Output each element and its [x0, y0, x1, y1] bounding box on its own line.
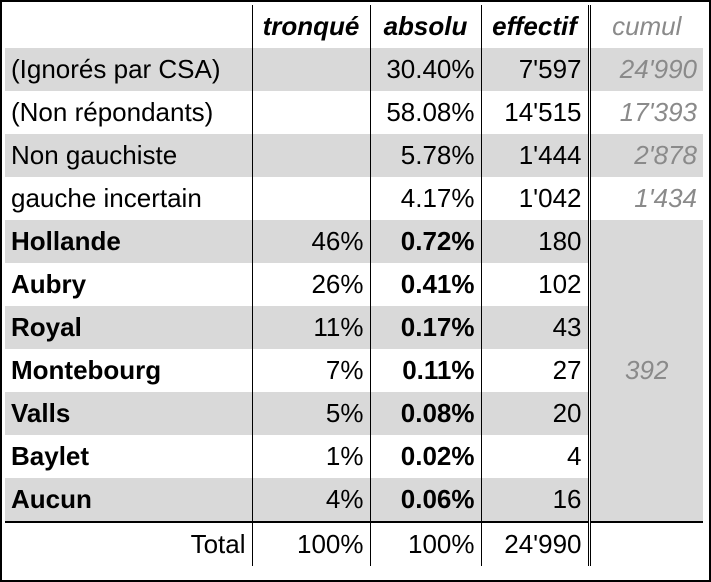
- row-effectif: 4: [481, 435, 591, 478]
- table-row: (Ignorés par CSA) 30.40% 7'597 24'990: [5, 48, 703, 91]
- row-label: Aucun: [5, 478, 253, 522]
- table-row: Valls 5% 0.08% 20: [5, 392, 703, 435]
- row-label: Non gauchiste: [5, 134, 253, 177]
- row-absolu: 0.06%: [370, 478, 482, 522]
- header-row: tronqué absolu effectif cumul: [5, 5, 703, 48]
- table-row: Aucun 4% 0.06% 16: [5, 478, 703, 522]
- header-label: [5, 5, 253, 48]
- table-row: Non gauchiste 5.78% 1'444 2'878: [5, 134, 703, 177]
- row-absolu: 0.11%: [370, 349, 482, 392]
- row-absolu: 0.02%: [370, 435, 482, 478]
- row-cumul: 17'393: [619, 97, 697, 127]
- total-label: Total: [5, 521, 253, 566]
- table-row: Royal 11% 0.17% 43: [5, 306, 703, 349]
- row-absolu: 4.17%: [370, 177, 482, 220]
- results-table: tronqué absolu effectif cumul (Ignorés p…: [5, 5, 703, 566]
- total-tronque: 100%: [252, 521, 371, 566]
- total-row: Total 100% 100% 24'990: [5, 521, 703, 566]
- header-tronque: tronqué: [252, 5, 371, 48]
- row-label: gauche incertain: [5, 177, 253, 220]
- row-label: Baylet: [5, 435, 253, 478]
- row-absolu: 0.08%: [370, 392, 482, 435]
- row-cumul: 24'990: [589, 48, 703, 91]
- row-label: Valls: [5, 392, 253, 435]
- row-effectif: 1'444: [481, 134, 591, 177]
- row-tronque: 4%: [252, 478, 371, 522]
- row-absolu: 0.72%: [370, 220, 482, 263]
- row-absolu: 30.40%: [370, 48, 482, 91]
- row-absolu: 0.41%: [370, 263, 482, 306]
- header-cumul: cumul: [612, 11, 682, 41]
- candidates-cumul: 392: [589, 220, 703, 522]
- table-row: Montebourg 7% 0.11% 27: [5, 349, 703, 392]
- row-absolu: 0.17%: [370, 306, 482, 349]
- row-effectif: 20: [481, 392, 591, 435]
- row-effectif: 102: [481, 263, 591, 306]
- row-effectif: 180: [481, 220, 591, 263]
- row-tronque: 11%: [252, 306, 371, 349]
- row-tronque: 26%: [252, 263, 371, 306]
- row-tronque: 46%: [252, 220, 371, 263]
- row-label: Hollande: [5, 220, 253, 263]
- row-label: (Ignorés par CSA): [5, 48, 253, 91]
- table-row: Hollande 46% 0.72% 180 392: [5, 220, 703, 522]
- row-effectif: 27: [481, 349, 591, 392]
- total-cumul-empty: [589, 521, 703, 566]
- row-tronque: [252, 134, 371, 177]
- row-tronque: [252, 177, 371, 220]
- row-effectif: 16: [481, 478, 591, 522]
- table-row: Aubry 26% 0.41% 102: [5, 263, 703, 306]
- table-row: gauche incertain 4.17% 1'042 1'434: [5, 177, 703, 220]
- header-effectif: effectif: [481, 5, 591, 48]
- header-absolu: absolu: [370, 5, 482, 48]
- row-tronque: 1%: [252, 435, 371, 478]
- row-label: (Non répondants): [5, 91, 253, 134]
- row-absolu: 5.78%: [370, 134, 482, 177]
- table-row: (Non répondants) 58.08% 14'515 17'393: [5, 91, 703, 134]
- row-cumul: 1'434: [634, 183, 697, 213]
- row-tronque: 7%: [252, 349, 371, 392]
- row-label: Aubry: [5, 263, 253, 306]
- row-effectif: 14'515: [481, 91, 591, 134]
- row-effectif: 7'597: [481, 48, 591, 91]
- total-effectif: 24'990: [481, 521, 591, 566]
- row-label: Montebourg: [5, 349, 253, 392]
- table-row: Baylet 1% 0.02% 4: [5, 435, 703, 478]
- row-label: Royal: [5, 306, 253, 349]
- row-tronque: [252, 48, 371, 91]
- row-effectif: 1'042: [481, 177, 591, 220]
- total-absolu: 100%: [370, 521, 482, 566]
- row-absolu: 58.08%: [370, 91, 482, 134]
- row-effectif: 43: [481, 306, 591, 349]
- row-cumul: 2'878: [589, 134, 703, 177]
- row-tronque: [252, 91, 371, 134]
- row-tronque: 5%: [252, 392, 371, 435]
